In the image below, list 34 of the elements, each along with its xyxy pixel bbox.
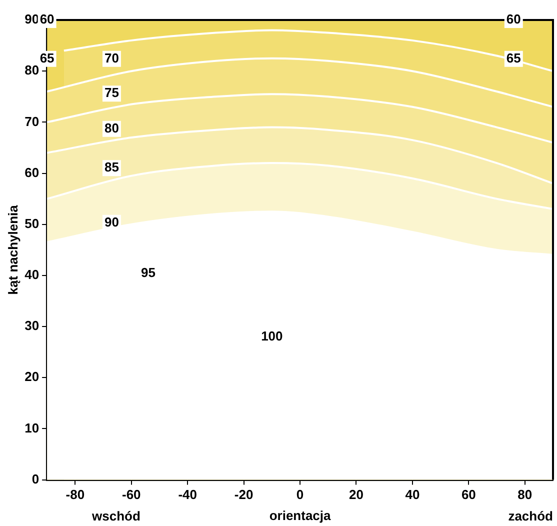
- y-tick-label: 0: [32, 471, 40, 486]
- annotation: 80: [104, 120, 119, 136]
- x-tick-label: -60: [122, 487, 141, 502]
- annotation: 95: [141, 264, 156, 280]
- x-tick-label: -80: [66, 487, 85, 502]
- y-tick-label: 50: [24, 216, 40, 231]
- x-axis-title: orientacja: [269, 508, 332, 523]
- x-tick-label: -20: [234, 487, 254, 502]
- y-tick-label: 20: [24, 369, 40, 384]
- annotation: 90: [104, 214, 119, 230]
- text: wschód: [91, 508, 140, 524]
- text: zachód: [508, 508, 554, 524]
- annotation: 75: [104, 85, 119, 100]
- annotation: 60: [40, 12, 54, 27]
- x-tick-label: 40: [405, 487, 420, 502]
- y-tick-label: 40: [24, 267, 40, 282]
- y-tick-label: 80: [24, 62, 40, 78]
- y-axis-title: kąt nachylenia: [5, 204, 20, 295]
- x-tick-label: -40: [178, 487, 197, 502]
- annotation: 100: [261, 328, 283, 344]
- y-tick-label: 10: [24, 420, 40, 436]
- y-tick-label: 60: [24, 164, 40, 180]
- x-tick-label: 60: [461, 487, 476, 502]
- x-tick-label: 80: [518, 487, 532, 502]
- y-tick-label: 90: [24, 12, 40, 27]
- annotation: 65: [40, 50, 54, 66]
- y-tick-label: 30: [24, 318, 40, 334]
- annotation: 70: [104, 50, 119, 66]
- x-tick-label: 0: [296, 487, 304, 502]
- annotation: 85: [104, 160, 119, 175]
- annotation: 65: [506, 50, 521, 66]
- x-tick-label: 20: [349, 487, 364, 502]
- y-tick-label: 70: [24, 114, 40, 129]
- annotation: 60: [506, 12, 521, 27]
